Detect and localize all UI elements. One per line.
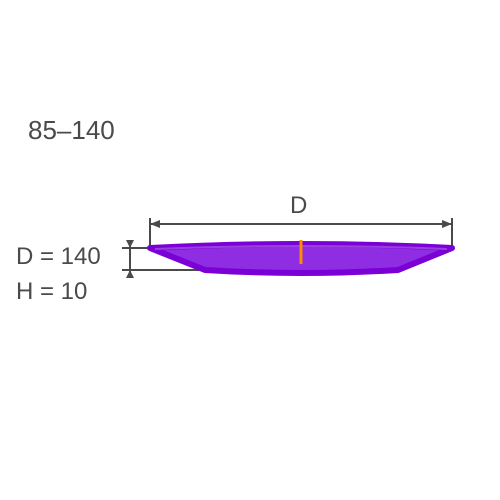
technical-drawing	[0, 0, 500, 500]
